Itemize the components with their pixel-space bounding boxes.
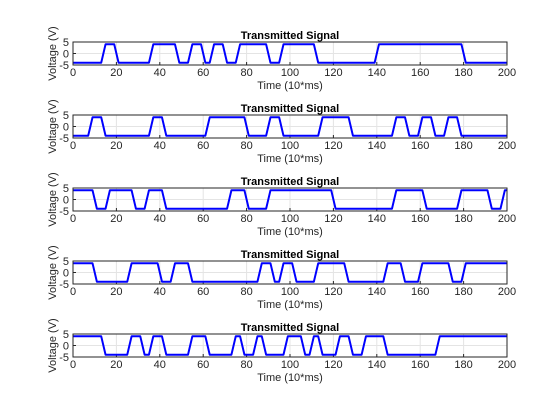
x-tick-label: 120	[324, 213, 342, 225]
x-axis-label: Time (10*ms)	[257, 299, 323, 311]
y-axis-label: Voltage (V)	[47, 318, 59, 372]
x-tick-label: 140	[368, 213, 386, 225]
y-axis-label: Voltage (V)	[47, 245, 59, 299]
y-tick-label: -5	[59, 352, 69, 364]
y-tick-label: 0	[63, 195, 69, 207]
x-tick-label: 180	[454, 67, 472, 79]
x-tick-label: 200	[498, 359, 516, 371]
x-tick-label: 60	[197, 140, 209, 152]
y-tick-label: -5	[59, 279, 69, 291]
x-tick-label: 100	[281, 286, 299, 298]
chart-title: Transmitted Signal	[241, 322, 339, 334]
x-tick-label: 160	[411, 140, 429, 152]
y-tick-label: 5	[63, 37, 69, 49]
x-tick-label: 80	[240, 213, 252, 225]
x-tick-label: 20	[110, 213, 122, 225]
x-tick-label: 40	[154, 67, 166, 79]
x-tick-label: 60	[197, 286, 209, 298]
y-tick-label: 5	[63, 329, 69, 341]
y-axis-label: Voltage (V)	[47, 26, 59, 80]
x-axis-label: Time (10*ms)	[257, 153, 323, 165]
y-tick-label: 5	[63, 110, 69, 122]
x-tick-label: 0	[70, 213, 76, 225]
x-tick-label: 0	[70, 359, 76, 371]
x-tick-label: 140	[368, 359, 386, 371]
y-tick-label: 0	[63, 268, 69, 280]
subplot-3: 0 20 40 60 80 100 120 140 160 180 20050-5Transmitt…	[47, 172, 516, 238]
x-tick-label: 200	[498, 286, 516, 298]
x-tick-label: 40	[154, 359, 166, 371]
x-tick-label: 0	[70, 286, 76, 298]
x-tick-label: 140	[368, 286, 386, 298]
x-tick-label: 20	[110, 359, 122, 371]
x-tick-label: 120	[324, 359, 342, 371]
x-tick-label: 20	[110, 140, 122, 152]
x-tick-label: 20	[110, 67, 122, 79]
x-tick-label: 0	[70, 140, 76, 152]
y-axis-label: Voltage (V)	[47, 172, 59, 226]
y-tick-label: -5	[59, 133, 69, 145]
y-tick-label: 0	[63, 341, 69, 353]
y-axis-label: Voltage (V)	[47, 99, 59, 153]
y-tick-label: 5	[63, 183, 69, 195]
x-tick-label: 0	[70, 67, 76, 79]
chart-title: Transmitted Signal	[241, 249, 339, 261]
x-tick-label: 180	[454, 140, 472, 152]
x-tick-label: 60	[197, 67, 209, 79]
x-tick-label: 80	[240, 140, 252, 152]
x-tick-label: 60	[197, 213, 209, 225]
x-tick-label: 80	[240, 359, 252, 371]
x-tick-label: 60	[197, 359, 209, 371]
subplot-2: 0 20 40 60 80 100 120 140 160 180 20050-5Transmitt…	[47, 99, 516, 165]
x-tick-label: 20	[110, 286, 122, 298]
x-tick-label: 80	[240, 67, 252, 79]
y-tick-label: -5	[59, 206, 69, 218]
x-tick-label: 40	[154, 286, 166, 298]
y-tick-label: 5	[63, 256, 69, 268]
chart-title: Transmitted Signal	[241, 30, 339, 42]
x-tick-label: 40	[154, 213, 166, 225]
x-tick-label: 120	[324, 286, 342, 298]
x-tick-label: 100	[281, 213, 299, 225]
x-tick-label: 160	[411, 359, 429, 371]
x-tick-label: 140	[368, 67, 386, 79]
x-tick-label: 40	[154, 140, 166, 152]
x-tick-label: 80	[240, 286, 252, 298]
y-tick-label: 0	[63, 49, 69, 61]
chart-title: Transmitted Signal	[241, 103, 339, 115]
x-tick-label: 180	[454, 359, 472, 371]
x-tick-label: 200	[498, 140, 516, 152]
x-tick-label: 120	[324, 67, 342, 79]
y-tick-label: 0	[63, 122, 69, 134]
y-tick-label: -5	[59, 60, 69, 72]
x-tick-label: 160	[411, 286, 429, 298]
x-tick-label: 100	[281, 359, 299, 371]
x-axis-label: Time (10*ms)	[257, 226, 323, 238]
x-axis-label: Time (10*ms)	[257, 80, 323, 92]
subplot-5: 0 20 40 60 80 100 120 140 160 180 20050-5Transmitt…	[47, 318, 516, 384]
x-tick-label: 200	[498, 67, 516, 79]
x-axis-label: Time (10*ms)	[257, 372, 323, 384]
x-tick-label: 180	[454, 213, 472, 225]
x-tick-label: 140	[368, 140, 386, 152]
subplot-4: 0 20 40 60 80 100 120 140 160 180 20050-5Transmitt…	[47, 245, 516, 311]
x-tick-label: 100	[281, 67, 299, 79]
x-tick-label: 100	[281, 140, 299, 152]
x-tick-label: 160	[411, 67, 429, 79]
x-tick-label: 180	[454, 286, 472, 298]
chart-title: Transmitted Signal	[241, 176, 339, 188]
x-tick-label: 120	[324, 140, 342, 152]
subplot-1: 0 20 40 60 80 100 120 140 160 180 20050-5Transmitt…	[47, 26, 516, 92]
x-tick-label: 200	[498, 213, 516, 225]
x-tick-label: 160	[411, 213, 429, 225]
